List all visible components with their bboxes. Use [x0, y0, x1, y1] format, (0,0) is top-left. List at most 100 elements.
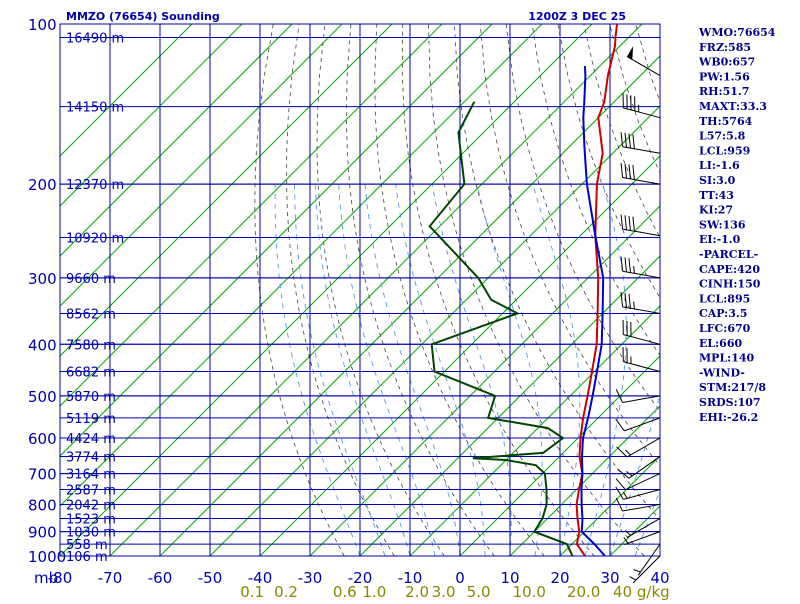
mixing-ratio-label: 20.0	[567, 583, 600, 600]
index-line: LCL:959	[699, 144, 750, 157]
temperature-tick-label: -50	[198, 569, 223, 587]
moist-adiabat-line	[275, 184, 360, 556]
valid-time: 1200Z 3 DEC 25	[528, 10, 626, 23]
height-label: 2042 m	[66, 498, 116, 513]
index-line: EHI:-26.2	[699, 411, 758, 424]
dry-adiabat-line	[584, 24, 800, 556]
pressure-tick-label: 500	[28, 388, 57, 406]
wind-barb-full-flag	[621, 215, 623, 229]
dry-adiabat-line	[255, 24, 344, 556]
wind-barb-staff	[623, 178, 660, 185]
wind-barb-full-flag	[631, 0, 635, 7]
wind-barb-half-flag	[625, 450, 630, 455]
wind-barb-half-flag	[625, 530, 630, 535]
index-line: SI:3.0	[699, 174, 736, 187]
index-line: MAXT:33.3	[699, 100, 767, 113]
wind-barb-full-flag	[633, 217, 635, 231]
dewpoint-trace	[430, 102, 573, 556]
wind-barb	[627, 0, 660, 24]
wind-barb-staff	[623, 229, 660, 236]
wind-barb	[616, 474, 660, 490]
temperature-tick-label: 0	[455, 569, 465, 587]
temperature-tick-label: -30	[298, 569, 323, 587]
wind-barb-half-flag	[634, 266, 635, 273]
wind-barb-half-flag	[623, 492, 627, 498]
mixing-ratio-label: 2.0	[405, 583, 429, 600]
height-label: 4424 m	[66, 432, 116, 447]
moist-adiabat-line	[533, 184, 580, 556]
index-line: LCL:895	[699, 292, 750, 305]
wind-barb-full-flag	[629, 216, 631, 230]
height-label: 6682 m	[66, 366, 116, 381]
moist-adiabat-line	[432, 184, 511, 556]
wind-barb-full-flag	[616, 479, 626, 490]
mixing-ratio-label: 5.0	[467, 583, 491, 600]
dry-adiabat-line	[402, 24, 594, 556]
temperature-tick-label: -70	[98, 569, 123, 587]
index-line: CAP:3.5	[699, 307, 747, 320]
pressure-tick-label: 200	[28, 176, 57, 194]
index-line: -WIND-	[699, 366, 745, 379]
height-label: 106 m	[66, 550, 108, 565]
dry-adiabat-line	[765, 24, 800, 556]
wind-barb-full-flag	[617, 447, 627, 457]
wind-barb-staff	[623, 147, 660, 154]
index-line: CINH:150	[699, 278, 761, 291]
wind-barb-staff	[623, 271, 660, 278]
temperature-tick-label: -60	[148, 569, 173, 587]
pressure-tick-label: 300	[28, 270, 57, 288]
wind-barb-staff	[629, 456, 660, 478]
wind-barb-staff	[623, 334, 660, 344]
wind-barb-half-flag	[637, 4, 639, 11]
wind-barb-staff	[626, 474, 660, 490]
pressure-tick-label: 700	[28, 466, 57, 484]
wind-barb-full-flag	[621, 163, 623, 177]
pressure-tick-label: 600	[28, 430, 57, 448]
wind-barb-staff	[624, 532, 660, 545]
height-label: 3774 m	[66, 450, 116, 465]
indices-panel: WMO:76654FRZ:585WB0:657PW:1.56RH:51.7MAX…	[698, 26, 776, 424]
axis-labels: 1002003004005006007008009001000mb-80-70-…	[28, 16, 670, 587]
wind-barb-full-flag	[633, 165, 635, 179]
dry-adiabat-line	[791, 24, 800, 556]
index-line: WMO:76654	[698, 26, 776, 39]
dry-adiabat-line	[317, 24, 444, 556]
wind-barb	[621, 163, 660, 184]
index-line: L57:5.8	[699, 130, 746, 143]
wind-barb-half-flag	[630, 577, 636, 581]
index-line: RH:51.7	[699, 85, 749, 98]
wind-barb-staff	[627, 438, 660, 457]
index-line: SW:136	[699, 218, 746, 231]
wind-barb-staff	[623, 490, 660, 500]
moist-adiabat-line	[295, 184, 386, 556]
wind-barb-half-flag	[634, 570, 641, 572]
isotherm-line	[0, 24, 392, 556]
wind-barb-full-flag	[629, 164, 631, 178]
mixing-ratio-label: 1.0	[362, 583, 386, 600]
wind-barb	[616, 418, 660, 431]
wind-barb-staff	[623, 396, 660, 403]
index-line: WB0:657	[698, 56, 755, 69]
wind-barb	[623, 347, 660, 371]
index-line: LFC:670	[699, 322, 751, 335]
height-label: 8562 m	[66, 307, 116, 322]
index-line: MPL:140	[699, 352, 755, 365]
mixing-ratio-label: 0.1	[240, 583, 264, 600]
index-line: FRZ:585	[699, 41, 751, 54]
index-line: EI:-1.0	[699, 233, 741, 246]
index-line: CAPE:420	[699, 263, 760, 276]
height-label: 16490 m	[66, 31, 124, 46]
wind-barb	[623, 320, 660, 344]
pressure-tick-label: 800	[28, 496, 57, 514]
wind-barb-full-flag	[629, 294, 631, 308]
wind-barb-staff	[623, 307, 660, 314]
moist-adiabat-line	[396, 184, 485, 556]
wind-barb-staff	[624, 418, 660, 431]
height-label: 2587 m	[66, 484, 116, 499]
height-label: 5119 m	[66, 412, 116, 427]
wind-barb-staff	[623, 362, 660, 372]
index-line: TH:5764	[699, 115, 753, 128]
wind-barb	[623, 93, 660, 117]
